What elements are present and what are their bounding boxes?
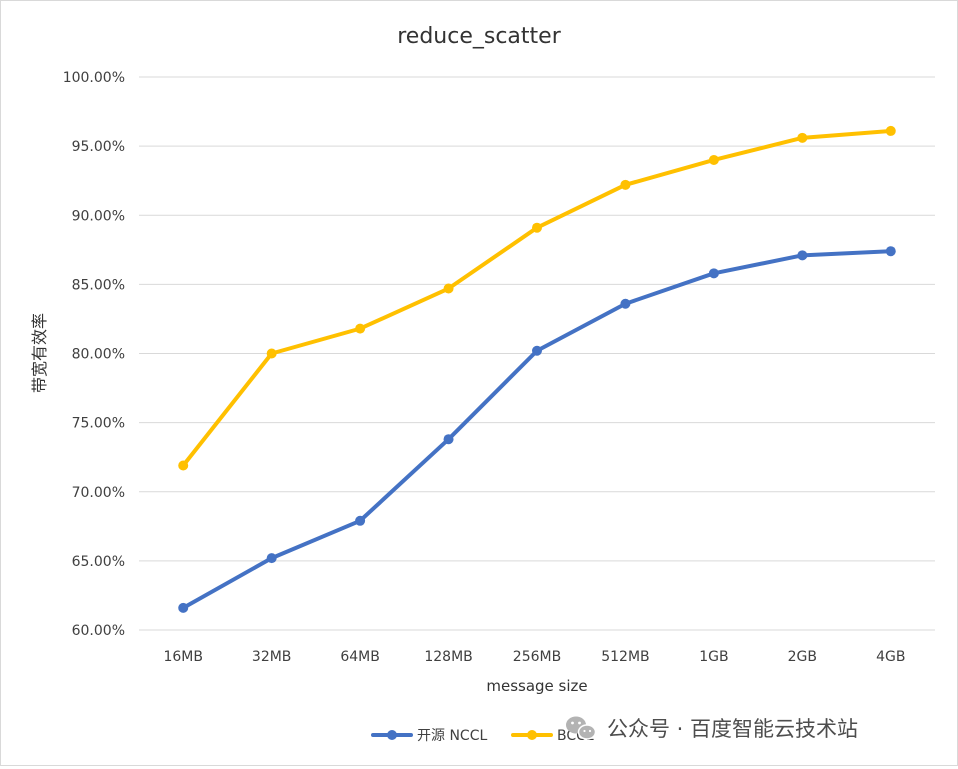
data-point — [266, 348, 277, 359]
y-tick-label: 65.00% — [72, 554, 125, 570]
y-tick-label: 95.00% — [72, 139, 125, 155]
data-point — [355, 515, 366, 526]
y-tick-label: 75.00% — [72, 416, 125, 432]
data-point — [266, 553, 277, 564]
x-axis-ticks: 16MB 32MB 64MB 128MB 256MB 512MB 1GB 2GB 4GB — [163, 649, 905, 665]
y-tick-label: 100.00% — [63, 70, 125, 86]
legend-swatch-marker — [387, 730, 397, 740]
x-tick-label: 1GB — [699, 649, 728, 665]
y-tick-label: 90.00% — [72, 208, 125, 224]
data-point — [532, 345, 542, 356]
x-tick-label: 512MB — [601, 649, 649, 665]
x-tick-label: 128MB — [424, 649, 472, 665]
watermark: 公众号 · 百度智能云技术站 — [566, 716, 858, 741]
data-point — [532, 222, 542, 233]
y-axis-ticks: 60.00% 65.00% 70.00% 75.00% 80.00% 85.00% 90.0… — [63, 70, 125, 639]
x-tick-label: 32MB — [252, 649, 292, 665]
x-tick-label: 64MB — [340, 649, 380, 665]
data-point — [620, 298, 631, 309]
series-group — [178, 125, 896, 613]
data-point — [885, 246, 896, 257]
x-tick-label: 4GB — [876, 649, 905, 665]
data-point — [797, 250, 808, 261]
x-tick-label: 16MB — [163, 649, 203, 665]
watermark-text: 公众号 · 百度智能云技术站 — [607, 717, 858, 741]
data-point — [443, 283, 454, 294]
data-point — [443, 434, 454, 445]
series-line — [181, 249, 893, 610]
y-tick-label: 70.00% — [72, 485, 125, 501]
y-axis-label: 带宽有效率 — [30, 313, 49, 393]
x-tick-label: 256MB — [513, 649, 561, 665]
x-tick-label: 2GB — [788, 649, 817, 665]
y-tick-label: 85.00% — [72, 277, 125, 293]
series-line — [181, 128, 893, 468]
data-point — [885, 125, 896, 136]
data-point — [355, 323, 366, 334]
y-tick-label: 80.00% — [72, 347, 125, 363]
legend-swatch-marker — [527, 730, 537, 740]
data-point — [178, 460, 189, 471]
data-point — [708, 268, 719, 279]
legend-label: 开源 NCCL — [417, 728, 487, 744]
data-point — [797, 132, 808, 143]
data-point — [620, 179, 631, 190]
y-tick-label: 60.00% — [72, 623, 125, 639]
data-point — [178, 602, 189, 613]
wechat-icon — [566, 716, 597, 740]
legend: 开源 NCCL BCCL — [371, 728, 594, 744]
data-point — [708, 154, 719, 165]
chart-title: reduce_scatter — [397, 24, 561, 49]
x-axis-label: message size — [486, 677, 587, 695]
